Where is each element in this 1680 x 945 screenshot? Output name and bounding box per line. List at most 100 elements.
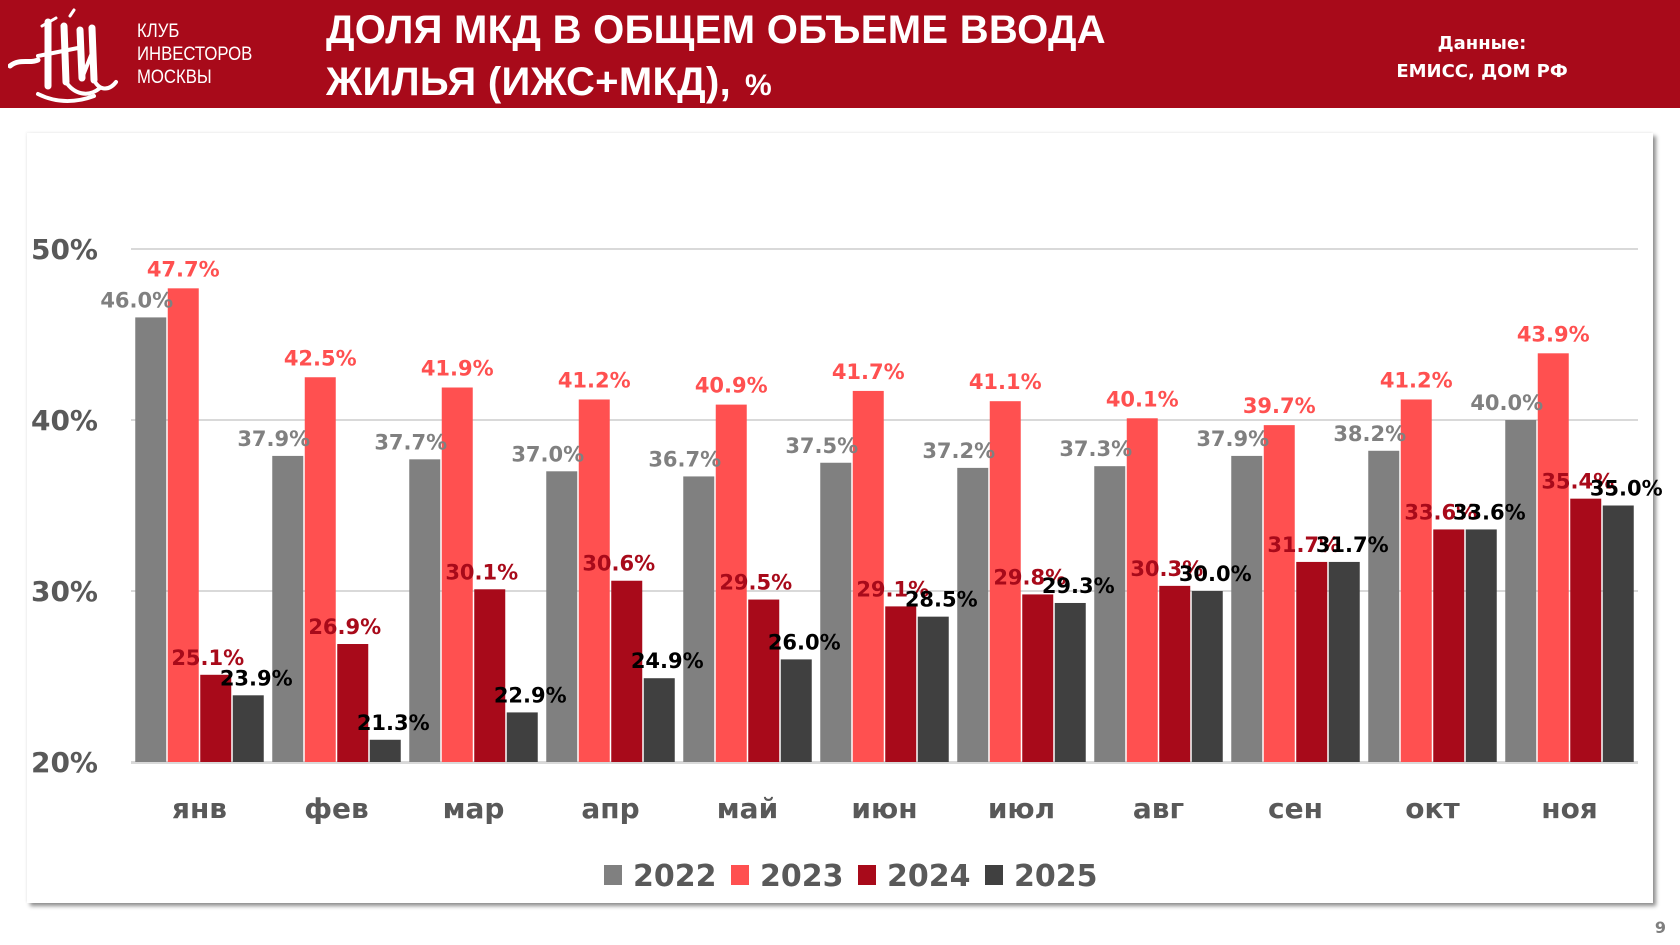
data-label-2023: 41.1% [969, 370, 1042, 394]
bar-2025[interactable] [506, 712, 538, 762]
bar-2024[interactable] [1022, 594, 1054, 762]
data-label-2023: 41.9% [421, 357, 494, 381]
bar-2024[interactable] [1296, 561, 1328, 762]
bar-2024[interactable] [611, 580, 643, 762]
bar-2025[interactable] [1328, 561, 1360, 762]
data-label-2025: 26.0% [768, 630, 841, 654]
y-tick-label: 20% [31, 746, 98, 779]
legend[interactable]: 2022 2023 2024 2025 [604, 859, 1098, 894]
data-label-2025: 29.3% [1042, 574, 1115, 598]
bar-2023[interactable] [1400, 399, 1432, 762]
legend-label-2023[interactable]: 2023 [760, 859, 844, 894]
data-label-2024: 29.1% [856, 577, 929, 601]
bar-2024[interactable] [1159, 585, 1191, 762]
bar-2024[interactable] [1570, 498, 1602, 762]
club-name-line: КЛУБ [137, 21, 180, 42]
data-label-2023: 41.2% [558, 368, 631, 392]
legend-swatch-2022[interactable] [604, 865, 622, 885]
data-label-2025: 24.9% [631, 649, 704, 673]
data-label-2022: 37.7% [374, 430, 447, 454]
bar-2025[interactable] [1602, 505, 1634, 763]
data-label-2022: 36.7% [648, 447, 721, 471]
data-label-2022: 46.0% [100, 288, 173, 312]
slide-title-line-2: ЖИЛЬЯ (ИЖС+МКД),% [326, 56, 1106, 112]
bar-2023[interactable] [304, 377, 336, 762]
bar-2025[interactable] [917, 616, 949, 762]
data-label-2025: 33.6% [1453, 500, 1526, 524]
bar-2022[interactable] [272, 455, 304, 762]
legend-label-2022[interactable]: 2022 [633, 859, 717, 894]
bar-2023[interactable] [852, 390, 884, 762]
bar-2025[interactable] [780, 659, 812, 762]
bar-2022[interactable] [1094, 466, 1126, 762]
bar-2024[interactable] [337, 644, 369, 762]
data-label-2025: 28.5% [905, 588, 978, 612]
data-label-2022: 40.0% [1470, 391, 1543, 415]
club-name-line: ИНВЕСТОРОВ [137, 44, 253, 65]
data-label-2023: 43.9% [1517, 322, 1590, 346]
legend-swatch-2023[interactable] [731, 865, 749, 885]
bar-2023[interactable] [578, 399, 610, 762]
data-label-2023: 42.5% [284, 346, 357, 370]
bar-2023[interactable] [167, 288, 199, 762]
x-tick-label: июл [988, 792, 1055, 825]
bar-2022[interactable] [820, 462, 852, 762]
bar-2022[interactable] [957, 467, 989, 762]
x-tick-label: авг [1133, 792, 1184, 825]
slide-title-unit: % [745, 69, 772, 102]
data-label-2025: 22.9% [494, 683, 567, 707]
bar-2023[interactable] [1126, 418, 1158, 762]
data-label-2024: 31.7% [1267, 533, 1340, 557]
bar-2025[interactable] [643, 678, 675, 762]
legend-swatch-2024[interactable] [858, 865, 876, 885]
bar-2025[interactable] [1465, 529, 1497, 762]
legend-label-2024[interactable]: 2024 [887, 859, 971, 894]
data-label-2024: 29.5% [719, 571, 792, 595]
bar-2022[interactable] [1505, 420, 1537, 762]
bar-2022[interactable] [683, 476, 715, 762]
bar-2024[interactable] [474, 589, 506, 762]
bar-2025[interactable] [232, 695, 264, 762]
data-label-2023: 41.7% [832, 360, 905, 384]
slide-title-line-1: ДОЛЯ МКД В ОБЩЕМ ОБЪЕМЕ ВВОДА [326, 8, 1106, 52]
bar-2023[interactable] [989, 401, 1021, 762]
kim-monogram-logo-icon [8, 8, 118, 103]
bar-2022[interactable] [1231, 455, 1263, 762]
data-label-2024: 33.6% [1404, 500, 1477, 524]
bar-2024[interactable] [885, 606, 917, 762]
y-tick-label: 40% [31, 404, 98, 437]
data-source-label: Данные: [1437, 33, 1527, 54]
data-label-2025: 23.9% [220, 666, 293, 690]
bar-2025[interactable] [369, 739, 401, 762]
data-label-2024: 26.9% [308, 615, 381, 639]
legend-swatch-2025[interactable] [985, 865, 1003, 885]
bar-2022[interactable] [409, 459, 441, 762]
bar-2024[interactable] [1433, 529, 1465, 762]
data-label-2024: 29.8% [993, 565, 1066, 589]
data-label-2023: 40.9% [695, 374, 768, 398]
bar-2023[interactable] [715, 404, 747, 762]
data-label-2022: 37.2% [922, 439, 995, 463]
y-tick-label: 50% [31, 233, 98, 266]
legend-label-2025[interactable]: 2025 [1014, 859, 1098, 894]
bar-2024[interactable] [748, 599, 780, 762]
club-name-line: МОСКВЫ [137, 67, 212, 88]
bar-2023[interactable] [1263, 425, 1295, 762]
data-label-2023: 41.2% [1380, 368, 1453, 392]
bars [135, 288, 1634, 762]
data-label-2022: 37.9% [1196, 427, 1269, 451]
bar-2022[interactable] [135, 317, 167, 762]
data-label-2023: 39.7% [1243, 394, 1316, 418]
y-tick-label: 30% [31, 575, 98, 608]
bar-2023[interactable] [1537, 353, 1569, 762]
bar-2025[interactable] [1054, 602, 1086, 762]
bar-2023[interactable] [441, 387, 473, 762]
bar-2024[interactable] [200, 674, 232, 762]
data-label-2024: 30.1% [445, 560, 518, 584]
bar-2025[interactable] [1191, 591, 1223, 762]
data-label-2024: 30.3% [1130, 557, 1203, 581]
bar-2022[interactable] [1368, 450, 1400, 762]
bar-2022[interactable] [546, 471, 578, 762]
data-source-value: ЕМИСС, ДОМ РФ [1396, 61, 1568, 82]
page-number: 9 [1654, 918, 1666, 937]
